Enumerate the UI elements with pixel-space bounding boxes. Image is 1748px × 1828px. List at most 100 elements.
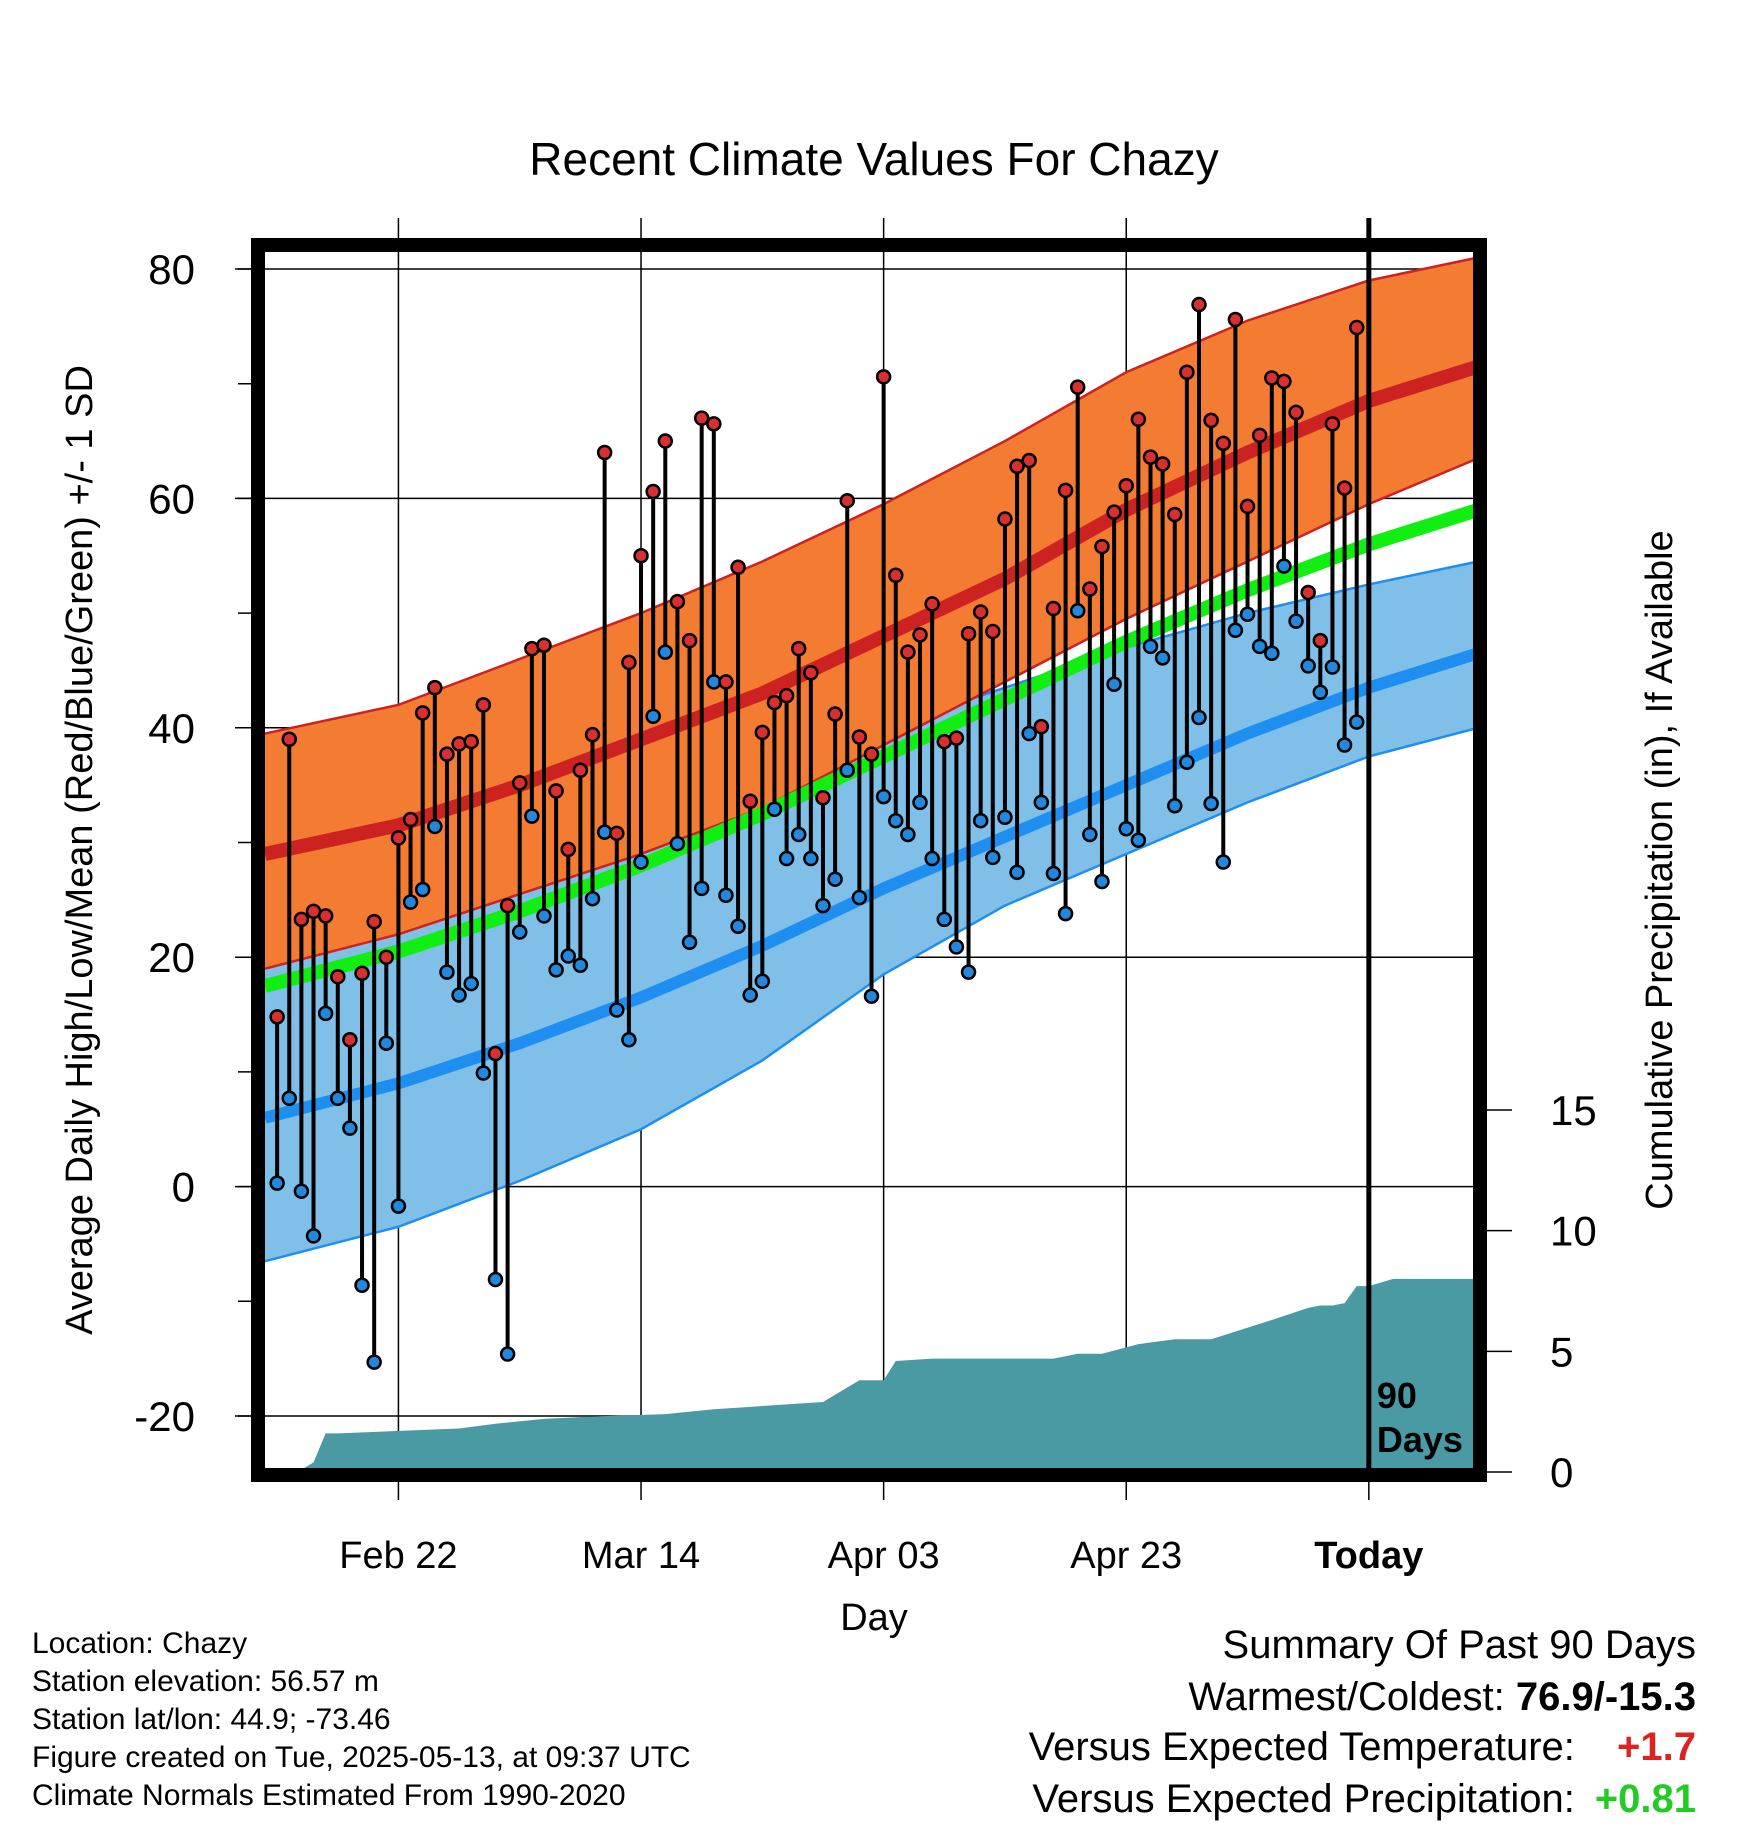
daily-low-point xyxy=(536,908,552,924)
daily-high-point xyxy=(1106,504,1122,520)
daily-low-point xyxy=(366,1354,382,1370)
daily-high-point xyxy=(1348,319,1365,336)
daily-low-point xyxy=(718,887,734,904)
daily-low-point xyxy=(1336,737,1353,753)
daily-low-point xyxy=(827,871,843,887)
daily-low-point xyxy=(803,850,819,867)
daily-high-point xyxy=(888,567,904,583)
daily-high-point xyxy=(997,511,1013,527)
daily-low-point xyxy=(1215,854,1232,870)
x-tick-label: Mar 14 xyxy=(582,1535,700,1577)
daily-high-point xyxy=(948,730,965,746)
y-tick-label: 60 xyxy=(148,475,195,522)
daily-low-point xyxy=(985,849,1001,866)
daily-low-point xyxy=(1191,709,1207,726)
daily-low-point xyxy=(936,911,953,928)
daily-low-point xyxy=(972,812,989,829)
daily-low-point xyxy=(524,808,540,824)
daily-high-point xyxy=(572,762,589,778)
daily-high-point xyxy=(1203,412,1219,429)
daily-low-point xyxy=(681,934,698,951)
latlon-text: Station lat/lon: 44.9; -73.46 xyxy=(32,1703,391,1736)
temp-value: +1.7 xyxy=(1617,1725,1696,1769)
daily-high-point xyxy=(972,604,989,620)
x-tick-label: Feb 22 xyxy=(339,1535,457,1577)
daily-low-point xyxy=(427,818,443,835)
precip-area xyxy=(265,1278,1478,1472)
daily-low-point xyxy=(1118,820,1134,837)
daily-high-point xyxy=(815,790,831,806)
daily-high-point xyxy=(645,483,661,500)
plot-area: 90 Days -20 0 20 40 60 80 0 5 10 15 Feb 22 Mar 14 Apr … xyxy=(134,218,1597,1577)
daily-low-point xyxy=(1179,754,1195,770)
daily-high-point xyxy=(511,775,528,791)
daily-high-point xyxy=(499,897,516,914)
daily-high-point xyxy=(657,433,674,449)
precip-value: +0.81 xyxy=(1594,1777,1696,1821)
summary-title: Summary Of Past 90 Days xyxy=(1222,1623,1696,1667)
daily-low-point xyxy=(1276,558,1292,574)
daily-low-point xyxy=(754,973,771,990)
y2-tick-label: 15 xyxy=(1550,1087,1597,1134)
warm-cold-value: 76.9/-15.3 xyxy=(1515,1675,1696,1719)
precip-label: Versus Expected Precipitation: xyxy=(1032,1777,1575,1821)
y2-tick-label: 10 xyxy=(1550,1208,1597,1255)
daily-low-point xyxy=(548,962,564,978)
low-sd-band-lower-edge xyxy=(264,726,1479,1263)
daily-low-point xyxy=(742,987,758,1003)
y-tick-label: 80 xyxy=(148,246,195,293)
daily-high-point xyxy=(1130,411,1147,428)
y-tick-label: 0 xyxy=(172,1164,195,1211)
daily-high-point xyxy=(1239,498,1256,515)
daily-high-point xyxy=(924,596,940,612)
daily-high-point xyxy=(1069,379,1086,395)
window-label-line: 90 xyxy=(1377,1375,1417,1416)
daily-low-point xyxy=(475,1065,492,1081)
daily-low-point xyxy=(1021,725,1037,742)
daily-low-point xyxy=(875,788,892,805)
daily-high-point xyxy=(1154,456,1171,472)
daily-high-point xyxy=(1082,581,1098,597)
daily-high-point xyxy=(1191,296,1207,313)
daily-high-point xyxy=(281,731,298,748)
daily-low-point xyxy=(1203,795,1219,812)
daily-low-point xyxy=(281,1090,298,1107)
daily-low-point xyxy=(900,826,916,843)
daily-low-point xyxy=(657,644,674,660)
high-sd-band xyxy=(265,257,1478,969)
y-tick-label: -20 xyxy=(134,1393,195,1440)
low-mean-line xyxy=(263,647,1480,1124)
daily-high-point xyxy=(851,729,868,745)
daily-high-point xyxy=(912,627,928,643)
daily-low-point xyxy=(305,1228,322,1244)
daily-high-point xyxy=(342,1032,358,1048)
daily-low-point xyxy=(888,812,904,829)
daily-low-point xyxy=(766,801,783,817)
daily-low-point xyxy=(1324,659,1341,675)
y-tick-label: 40 xyxy=(148,705,195,752)
daily-low-point xyxy=(317,1005,334,1022)
x-tick-label: Apr 23 xyxy=(1070,1535,1182,1577)
daily-low-point xyxy=(851,889,868,906)
created-text: Figure created on Tue, 2025-05-13, at 09… xyxy=(32,1741,691,1774)
daily-high-point xyxy=(390,830,407,846)
x-tick-label: Today xyxy=(1314,1535,1423,1577)
daily-high-point xyxy=(960,625,977,642)
daily-low-point xyxy=(1033,794,1050,811)
y-axis-label-right: Cumulative Precipitation (in), If Availa… xyxy=(1639,530,1681,1209)
daily-high-point xyxy=(1336,480,1353,496)
daily-low-point xyxy=(1057,905,1074,922)
daily-high-point xyxy=(706,416,722,432)
daily-low-point xyxy=(1288,613,1304,629)
daily-low-point xyxy=(499,1346,516,1362)
daily-high-point xyxy=(330,968,346,985)
daily-low-point xyxy=(948,939,965,955)
daily-high-point xyxy=(766,694,783,711)
daily-low-point xyxy=(511,924,528,940)
daily-high-point xyxy=(754,724,771,741)
window-label-line: Days xyxy=(1377,1419,1463,1460)
station-info: Location: Chazy Station elevation: 56.57… xyxy=(32,1625,691,1815)
daily-low-point xyxy=(330,1090,346,1107)
daily-high-point xyxy=(1251,427,1268,444)
y2-tick-label: 0 xyxy=(1550,1449,1573,1496)
